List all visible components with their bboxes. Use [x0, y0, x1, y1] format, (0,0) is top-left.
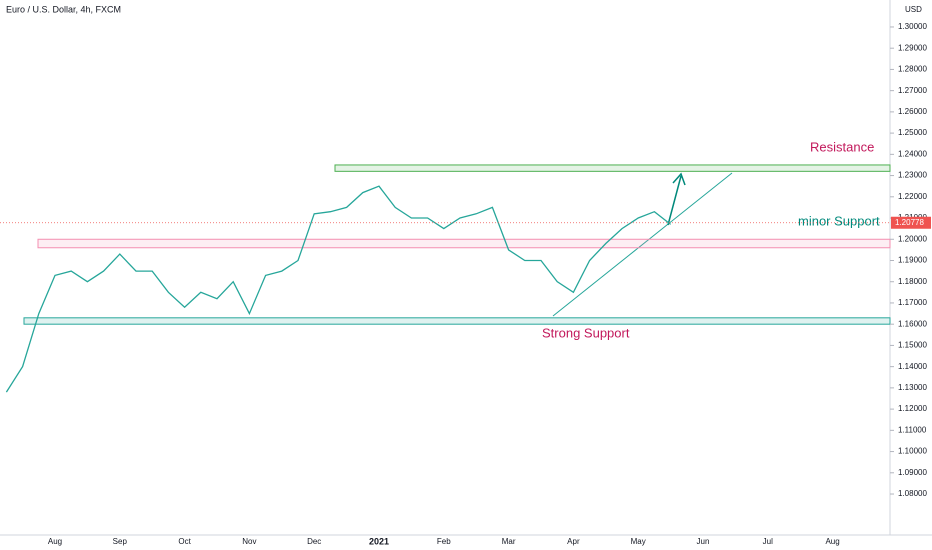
trend-line: [552, 172, 733, 317]
arrow-head: [672, 172, 686, 186]
y-tick-label: 1.17000: [898, 298, 927, 307]
y-tick-label: 1.08000: [898, 489, 927, 498]
x-tick-label: Sep: [113, 537, 128, 546]
x-tick-label: 2021: [369, 536, 389, 546]
x-tick-label: Nov: [242, 537, 256, 546]
y-tick-label: 1.25000: [898, 128, 927, 137]
zone: [334, 164, 891, 172]
y-tick-label: 1.15000: [898, 341, 927, 350]
resistance-label: Resistance: [810, 139, 874, 154]
minor-support-label: minor Support: [798, 213, 880, 228]
y-tick-label: 1.30000: [898, 22, 927, 31]
zone: [37, 238, 891, 249]
y-tick-label: 1.20000: [898, 234, 927, 243]
x-tick-label: Aug: [48, 537, 62, 546]
x-tick-label: Oct: [178, 537, 191, 546]
x-tick-label: Mar: [502, 537, 516, 546]
y-tick-label: 1.27000: [898, 86, 927, 95]
zone: [23, 317, 891, 325]
x-tick-label: Aug: [825, 537, 839, 546]
y-tick-label: 1.24000: [898, 149, 927, 158]
x-tick-label: Jul: [763, 537, 773, 546]
x-tick-label: Apr: [567, 537, 580, 546]
y-tick-label: 1.13000: [898, 383, 927, 392]
currency-label: USD: [905, 5, 922, 14]
y-tick-label: 1.12000: [898, 404, 927, 413]
y-tick-label: 1.14000: [898, 362, 927, 371]
x-tick-label: Feb: [437, 537, 451, 546]
last-price-box: [891, 216, 931, 229]
arrow: [667, 175, 682, 226]
y-tick-label: 1.16000: [898, 319, 927, 328]
y-tick-label: 1.11000: [898, 425, 927, 434]
y-tick-label: 1.18000: [898, 277, 927, 286]
y-tick-label: 1.26000: [898, 107, 927, 116]
price-line: [5, 185, 672, 393]
y-tick-label: 1.22000: [898, 192, 927, 201]
x-tick-label: May: [631, 537, 646, 546]
y-tick-label: 1.10000: [898, 447, 927, 456]
y-tick-label: 1.28000: [898, 65, 927, 74]
y-tick-label: 1.19000: [898, 256, 927, 265]
strong-support-label: Strong Support: [542, 325, 630, 340]
x-tick-label: Dec: [307, 537, 321, 546]
y-tick-label: 1.29000: [898, 43, 927, 52]
last-price-label: 1.20778: [895, 218, 924, 227]
x-tick-label: Jun: [697, 537, 710, 546]
y-tick-label: 1.23000: [898, 171, 927, 180]
chart-title: Euro / U.S. Dollar, 4h, FXCM: [6, 4, 121, 14]
y-tick-label: 1.09000: [898, 468, 927, 477]
